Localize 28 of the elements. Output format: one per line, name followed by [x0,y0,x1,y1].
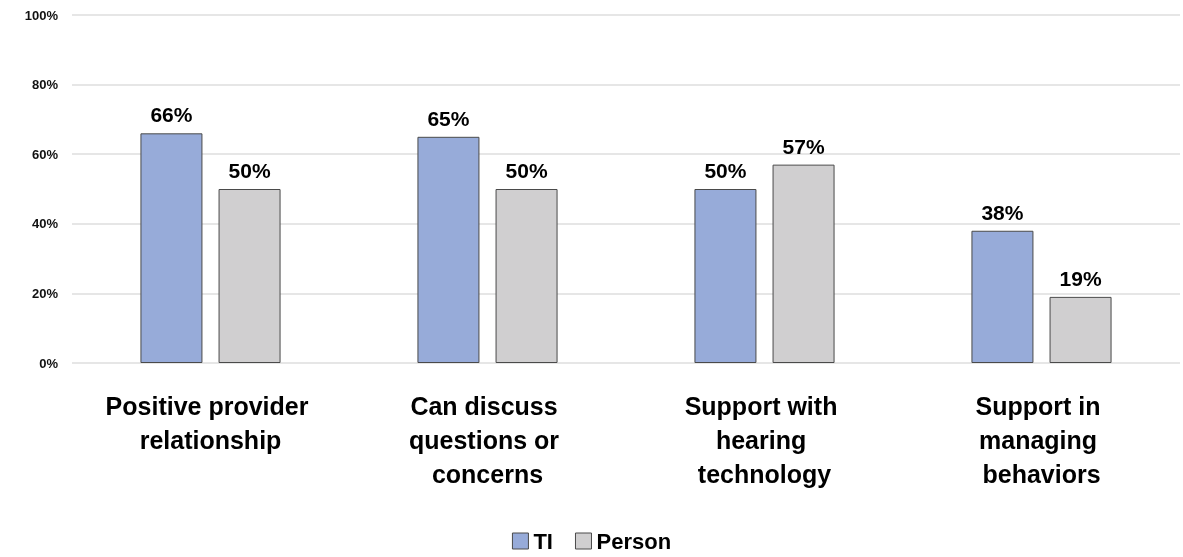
data-label: 38% [981,200,1024,224]
data-label: 19% [1059,266,1102,290]
bar [772,164,835,363]
x-tick-label: Can discuss questions or concerns [409,392,566,488]
data-label: 57% [782,134,825,158]
legend-label: Person [596,528,672,554]
data-label: 50% [704,159,747,182]
bar [1049,296,1112,363]
data-label: 66% [150,103,193,127]
y-tick-label: 80% [31,77,59,93]
y-tick-label: 100% [24,7,59,23]
data-label: 50% [228,159,271,182]
bar [495,189,558,363]
y-tick-label: 40% [31,216,59,232]
y-tick-label: 60% [31,146,59,162]
x-tick-label: Positive provider relationship [105,392,316,454]
bar [218,189,281,363]
y-tick-label: 0% [39,355,59,371]
x-tick-label: Support in managing behaviors [975,392,1108,488]
y-tick-label: 20% [31,285,59,301]
data-label: 50% [505,159,548,182]
bar [417,136,480,363]
legend-label: TI [533,528,553,554]
x-tick-label: Support with hearing technology [684,392,845,488]
bar [140,133,203,363]
bar [971,230,1034,363]
data-label: 65% [427,106,470,130]
bar [694,189,757,363]
